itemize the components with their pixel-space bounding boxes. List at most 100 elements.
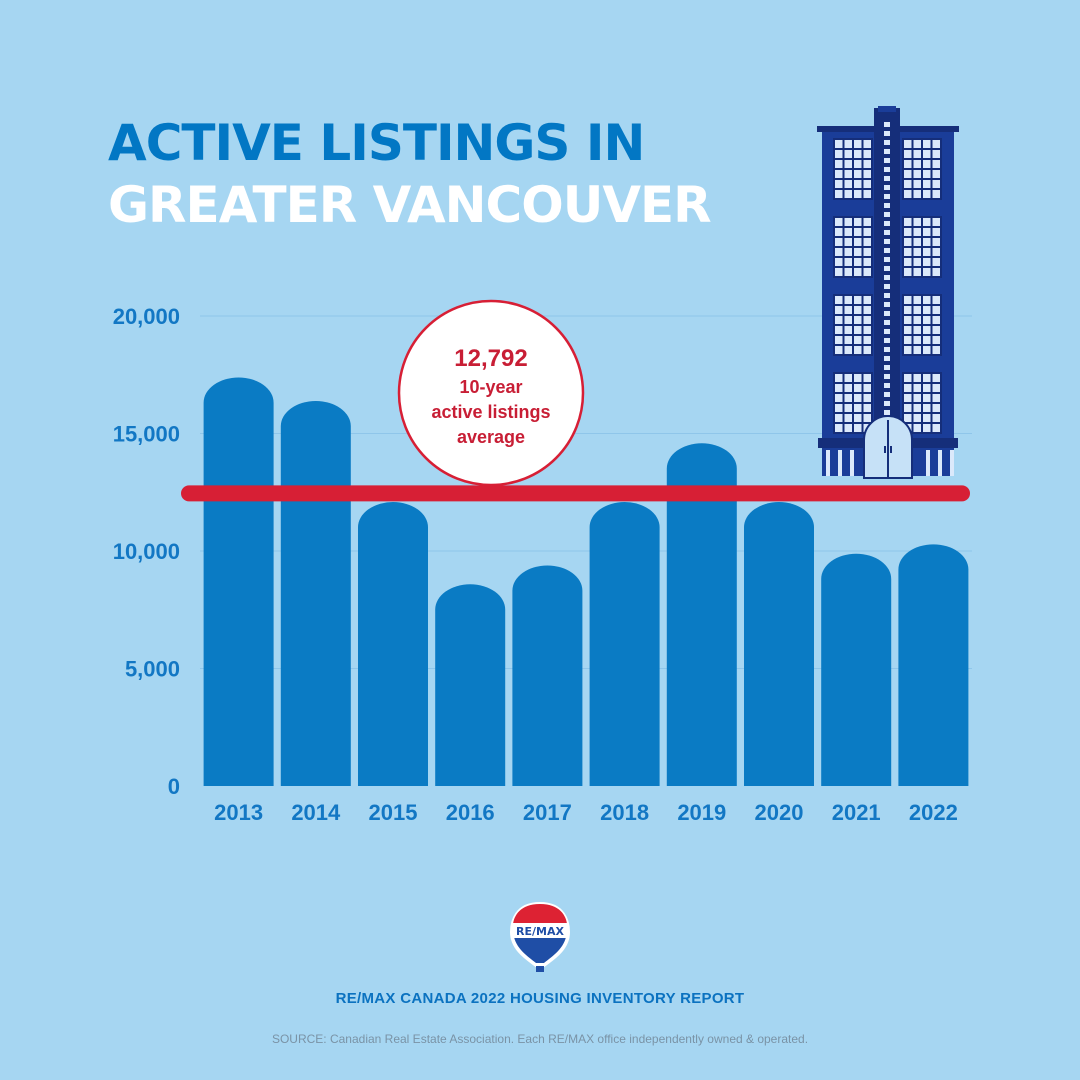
window <box>923 228 931 236</box>
window <box>844 160 852 168</box>
pillar-gap <box>826 450 830 476</box>
average-label-line-1: 10-year <box>459 377 522 397</box>
window <box>904 394 912 402</box>
bar-2022 <box>898 544 969 786</box>
window <box>835 394 843 402</box>
x-tick-label: 2015 <box>369 800 418 825</box>
tower-window <box>884 203 890 208</box>
y-axis-ticks: 0 5,000 10,000 15,000 20,000 <box>113 304 180 799</box>
window <box>835 258 843 266</box>
bar-2016 <box>435 584 506 786</box>
window <box>863 384 871 392</box>
window <box>923 336 931 344</box>
x-tick-label: 2020 <box>755 800 804 825</box>
window <box>932 228 940 236</box>
window <box>854 336 862 344</box>
tower-window <box>884 329 890 334</box>
window <box>835 180 843 188</box>
tower-window <box>884 401 890 406</box>
window <box>835 336 843 344</box>
window <box>923 140 931 148</box>
window <box>932 238 940 246</box>
window <box>923 384 931 392</box>
window <box>923 404 931 412</box>
window <box>835 414 843 422</box>
window <box>932 384 940 392</box>
window <box>863 394 871 402</box>
bar-2014 <box>280 401 351 786</box>
pillar-gap <box>838 450 842 476</box>
tower-window <box>884 239 890 244</box>
window <box>904 404 912 412</box>
window <box>932 424 940 432</box>
tower-window <box>884 221 890 226</box>
window <box>854 374 862 382</box>
window-panel <box>833 372 873 434</box>
bar-2020 <box>744 502 814 786</box>
window <box>923 238 931 246</box>
window <box>932 140 940 148</box>
window <box>854 258 862 266</box>
tower-window <box>884 347 890 352</box>
window-panel <box>833 294 873 356</box>
window <box>863 404 871 412</box>
window <box>932 190 940 198</box>
window <box>863 228 871 236</box>
window <box>854 150 862 158</box>
window <box>863 346 871 354</box>
tower-window <box>884 410 890 415</box>
window <box>913 424 921 432</box>
window <box>863 258 871 266</box>
x-tick-label: 2021 <box>832 800 881 825</box>
window <box>863 316 871 324</box>
window <box>932 346 940 354</box>
y-tick-label: 20,000 <box>113 304 180 329</box>
window <box>923 394 931 402</box>
window <box>844 374 852 382</box>
window <box>854 190 862 198</box>
tower-window <box>884 293 890 298</box>
tower-window <box>884 266 890 271</box>
window <box>863 190 871 198</box>
window <box>854 248 862 256</box>
x-tick-label: 2014 <box>291 800 341 825</box>
window <box>913 218 921 226</box>
window <box>844 150 852 158</box>
source-note: SOURCE: Canadian Real Estate Association… <box>271 1032 809 1046</box>
window <box>854 424 862 432</box>
window <box>835 316 843 324</box>
window <box>932 258 940 266</box>
window <box>923 248 931 256</box>
x-axis-ticks: 2013 2014 2015 2016 2017 2018 2019 2020 2021 2022 <box>214 800 958 825</box>
window <box>904 248 912 256</box>
bar-2017 <box>512 565 583 786</box>
window-panel <box>902 138 942 200</box>
window <box>923 296 931 304</box>
window <box>904 190 912 198</box>
tower-window <box>884 365 890 370</box>
window <box>913 248 921 256</box>
window <box>923 180 931 188</box>
window <box>913 414 921 422</box>
window-panel <box>833 138 873 200</box>
window <box>863 248 871 256</box>
window <box>844 346 852 354</box>
pillar-gap <box>950 450 954 476</box>
bar-2018 <box>589 502 660 786</box>
window <box>904 306 912 314</box>
window <box>835 140 843 148</box>
window <box>913 384 921 392</box>
y-tick-label: 0 <box>168 774 180 799</box>
window <box>863 150 871 158</box>
window <box>863 170 871 178</box>
window <box>835 374 843 382</box>
window <box>904 228 912 236</box>
tower-window <box>884 284 890 289</box>
window <box>835 404 843 412</box>
tower-window <box>884 149 890 154</box>
window <box>854 306 862 314</box>
tower-window <box>884 122 890 127</box>
tower-window <box>884 230 890 235</box>
window <box>923 170 931 178</box>
window <box>913 170 921 178</box>
